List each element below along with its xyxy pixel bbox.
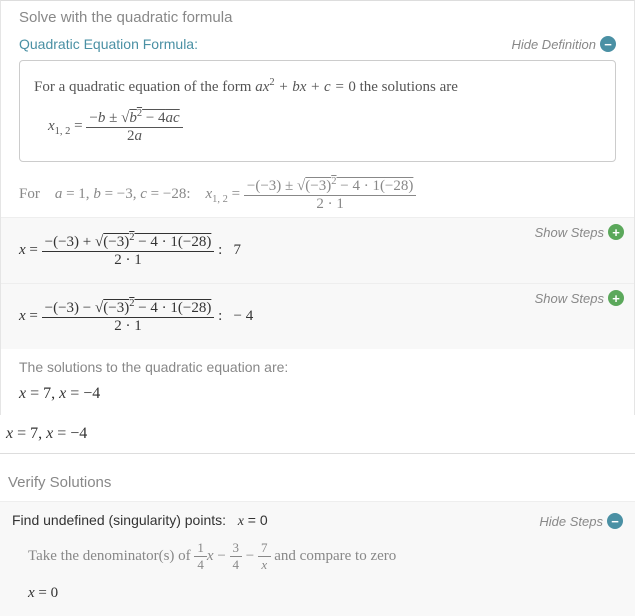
denom-prefix: Take the denominator(s) of bbox=[28, 548, 194, 564]
formula-label: Quadratic Equation Formula: bbox=[19, 36, 198, 52]
show-steps-text: Show Steps bbox=[535, 291, 604, 306]
singularity-block: Find undefined (singularity) points: x =… bbox=[0, 501, 635, 616]
result-block-2: Show Steps + x = −(−3) − √(−3)2 − 4 · 1(… bbox=[1, 283, 634, 349]
definition-box: For a quadratic equation of the form ax2… bbox=[19, 60, 616, 162]
for-substitution: For a = 1, b = −3, c = −28: x1, 2 = −(−3… bbox=[1, 172, 634, 217]
hide-steps-toggle[interactable]: Hide Steps − bbox=[539, 513, 623, 529]
hide-definition-toggle[interactable]: Hide Definition − bbox=[511, 36, 616, 52]
def-suffix: the solutions are bbox=[356, 79, 458, 95]
for-label: For bbox=[19, 186, 40, 202]
solve-title: Solve with the quadratic formula bbox=[1, 1, 634, 32]
hide-definition-text: Hide Definition bbox=[511, 37, 596, 52]
result2-value: − 4 bbox=[234, 308, 254, 324]
singularity-label: Find undefined (singularity) points: x =… bbox=[12, 512, 268, 530]
verify-title: Verify Solutions bbox=[0, 462, 635, 501]
singularity-text: Find undefined (singularity) points: bbox=[12, 512, 226, 528]
minus-icon: − bbox=[607, 513, 623, 529]
inner-solutions: x = 7, x = −4 bbox=[1, 379, 634, 415]
result1-value: 7 bbox=[234, 242, 242, 258]
denom-suffix: and compare to zero bbox=[274, 548, 396, 564]
plus-icon: + bbox=[608, 290, 624, 306]
show-steps-2[interactable]: Show Steps + bbox=[535, 290, 624, 306]
show-steps-text: Show Steps bbox=[535, 225, 604, 240]
hide-steps-text: Hide Steps bbox=[539, 514, 603, 529]
outer-solutions: x = 7, x = −4 bbox=[0, 415, 635, 454]
plus-icon: + bbox=[608, 224, 624, 240]
solutions-label: The solutions to the quadratic equation … bbox=[1, 349, 634, 379]
result-block-1: Show Steps + x = −(−3) + √(−3)2 − 4 · 1(… bbox=[1, 217, 634, 283]
minus-icon: − bbox=[600, 36, 616, 52]
denominator-instruction: Take the denominator(s) of 14x − 34 − 7x… bbox=[12, 530, 623, 577]
show-steps-1[interactable]: Show Steps + bbox=[535, 224, 624, 240]
def-prefix: For a quadratic equation of the form bbox=[34, 79, 255, 95]
